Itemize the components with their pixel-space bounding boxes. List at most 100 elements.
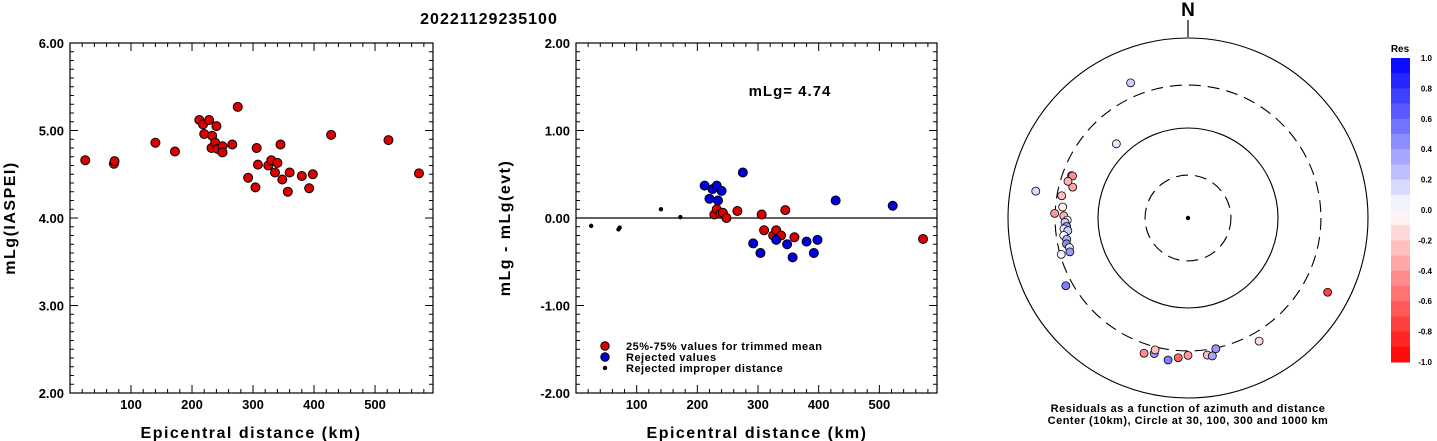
legend-label: Rejected improper distance [626,363,783,375]
station-residual-point [1211,344,1221,354]
legend-label: 25%-75% values for trimmed mean [626,341,822,353]
legend-marker [602,365,608,371]
residual-vs-distance-plot: 100 200 300 400 500 -2.00 -1.00 0.00 1.00 2.00 mL… [497,36,938,441]
station-residual-point [1061,281,1071,291]
data-point [284,167,295,178]
y-tick-label: 5.00 [39,124,64,139]
colorbar-cell [1391,225,1410,241]
station-residual-point [1163,355,1173,365]
left-axis-ticks: 100 200 300 400 500 2.00 3.00 4.00 5.00 6.00 [39,36,433,412]
data-point [232,101,243,112]
residual-point [678,214,683,220]
residual-point [771,234,782,245]
station-residual-point [1068,182,1078,192]
distance-ring [1144,174,1232,262]
colorbar-cell [1391,194,1410,211]
x-tick-label: 400 [808,397,830,412]
data-point [243,172,254,183]
residual-point [787,252,798,263]
data-point [277,174,288,185]
legend-marker [600,352,610,362]
center-marker [1185,215,1191,221]
x-tick-label: 400 [303,397,325,412]
left-y-axis-label: mLg(IASPEI) [2,161,19,274]
station-residual-point [1139,348,1149,358]
distance-rings [1007,37,1369,399]
residual-point [737,167,748,178]
residual-point [704,193,715,204]
residual-point [755,248,766,258]
residual-point [830,195,841,206]
residual-point [748,238,759,249]
colorbar-tick-label: -0.2 [1418,236,1432,245]
data-point [251,143,262,153]
colorbar-cells [1391,58,1410,363]
colorbar-cell [1391,73,1410,89]
north-label: N [1181,0,1195,21]
left-data-points [80,101,424,197]
figure-title: 20221129235100 [420,11,558,28]
colorbar-cell [1391,179,1410,196]
station-residual-point [1207,351,1217,361]
residual-point [780,205,791,216]
y-tick-label: -2.00 [540,386,570,401]
x-tick-label: 100 [120,397,142,412]
residual-point [716,185,727,196]
colorbar-cell [1391,286,1410,302]
station-residual-point [1183,350,1193,360]
colorbar-tick-label: -0.4 [1418,267,1432,276]
colorbar-tick-label: 0.6 [1421,115,1433,124]
mid-axis-ticks: 100 200 300 400 500 -2.00 -1.00 0.00 1.00 2.00 [540,36,937,412]
residual-point [732,206,743,216]
residual-point [808,248,819,258]
left-plot-frame [69,42,434,394]
mlg-annotation: mLg= 4.74 [749,83,832,100]
colorbar-tick-label: -0.8 [1418,328,1432,337]
distance-ring [1054,84,1322,352]
station-residual-point [1050,208,1060,218]
legend-marker [600,341,610,351]
colorbar-cell [1391,103,1410,120]
station-residual-point [1058,202,1068,212]
data-point [272,157,283,168]
station-residual-point [1111,139,1121,149]
colorbar-tick-label: -0.6 [1418,297,1432,306]
colorbar-cell [1391,118,1410,135]
distance-ring [1097,127,1279,309]
colorbar-cell [1391,270,1410,287]
residual-point [756,209,767,220]
residual-point [918,234,929,244]
colorbar-cell [1391,149,1410,165]
x-tick-label: 200 [181,397,203,412]
data-point [150,137,161,148]
left-x-axis-label: Epicentral distance (km) [141,425,362,441]
residual-point [801,236,812,247]
colorbar-cell [1391,134,1410,150]
y-tick-label: 6.00 [39,36,64,51]
data-point [383,135,394,146]
station-residual-point [1057,191,1067,201]
station-residual-point [1254,336,1264,346]
data-point [211,121,222,132]
colorbar-cell [1391,301,1410,317]
legend-label: Rejected values [626,352,717,364]
mid-y-axis-label: mLg - mLg(evt) [497,160,514,297]
colorbar-cell [1391,88,1410,105]
colorbar-title: Res [1391,44,1410,55]
colorbar-cell [1391,164,1410,181]
y-tick-label: -1.00 [540,299,570,314]
data-point [80,155,91,166]
data-point [252,159,263,170]
distance-ring [1007,37,1369,399]
data-point [275,139,286,150]
colorbar-cell [1391,58,1410,74]
magnitude-vs-distance-plot: 100 200 300 400 500 2.00 3.00 4.00 5.00 6.00 Epic… [2,36,434,441]
polar-caption-line1: Residuals as a function of azimuth and d… [1051,403,1326,415]
colorbar-cell [1391,255,1410,272]
station-residual-point [1126,78,1136,88]
colorbar-cell [1391,316,1410,333]
data-point [217,147,228,158]
colorbar-tick-label: 0.4 [1421,145,1433,154]
x-tick-label: 200 [686,397,708,412]
